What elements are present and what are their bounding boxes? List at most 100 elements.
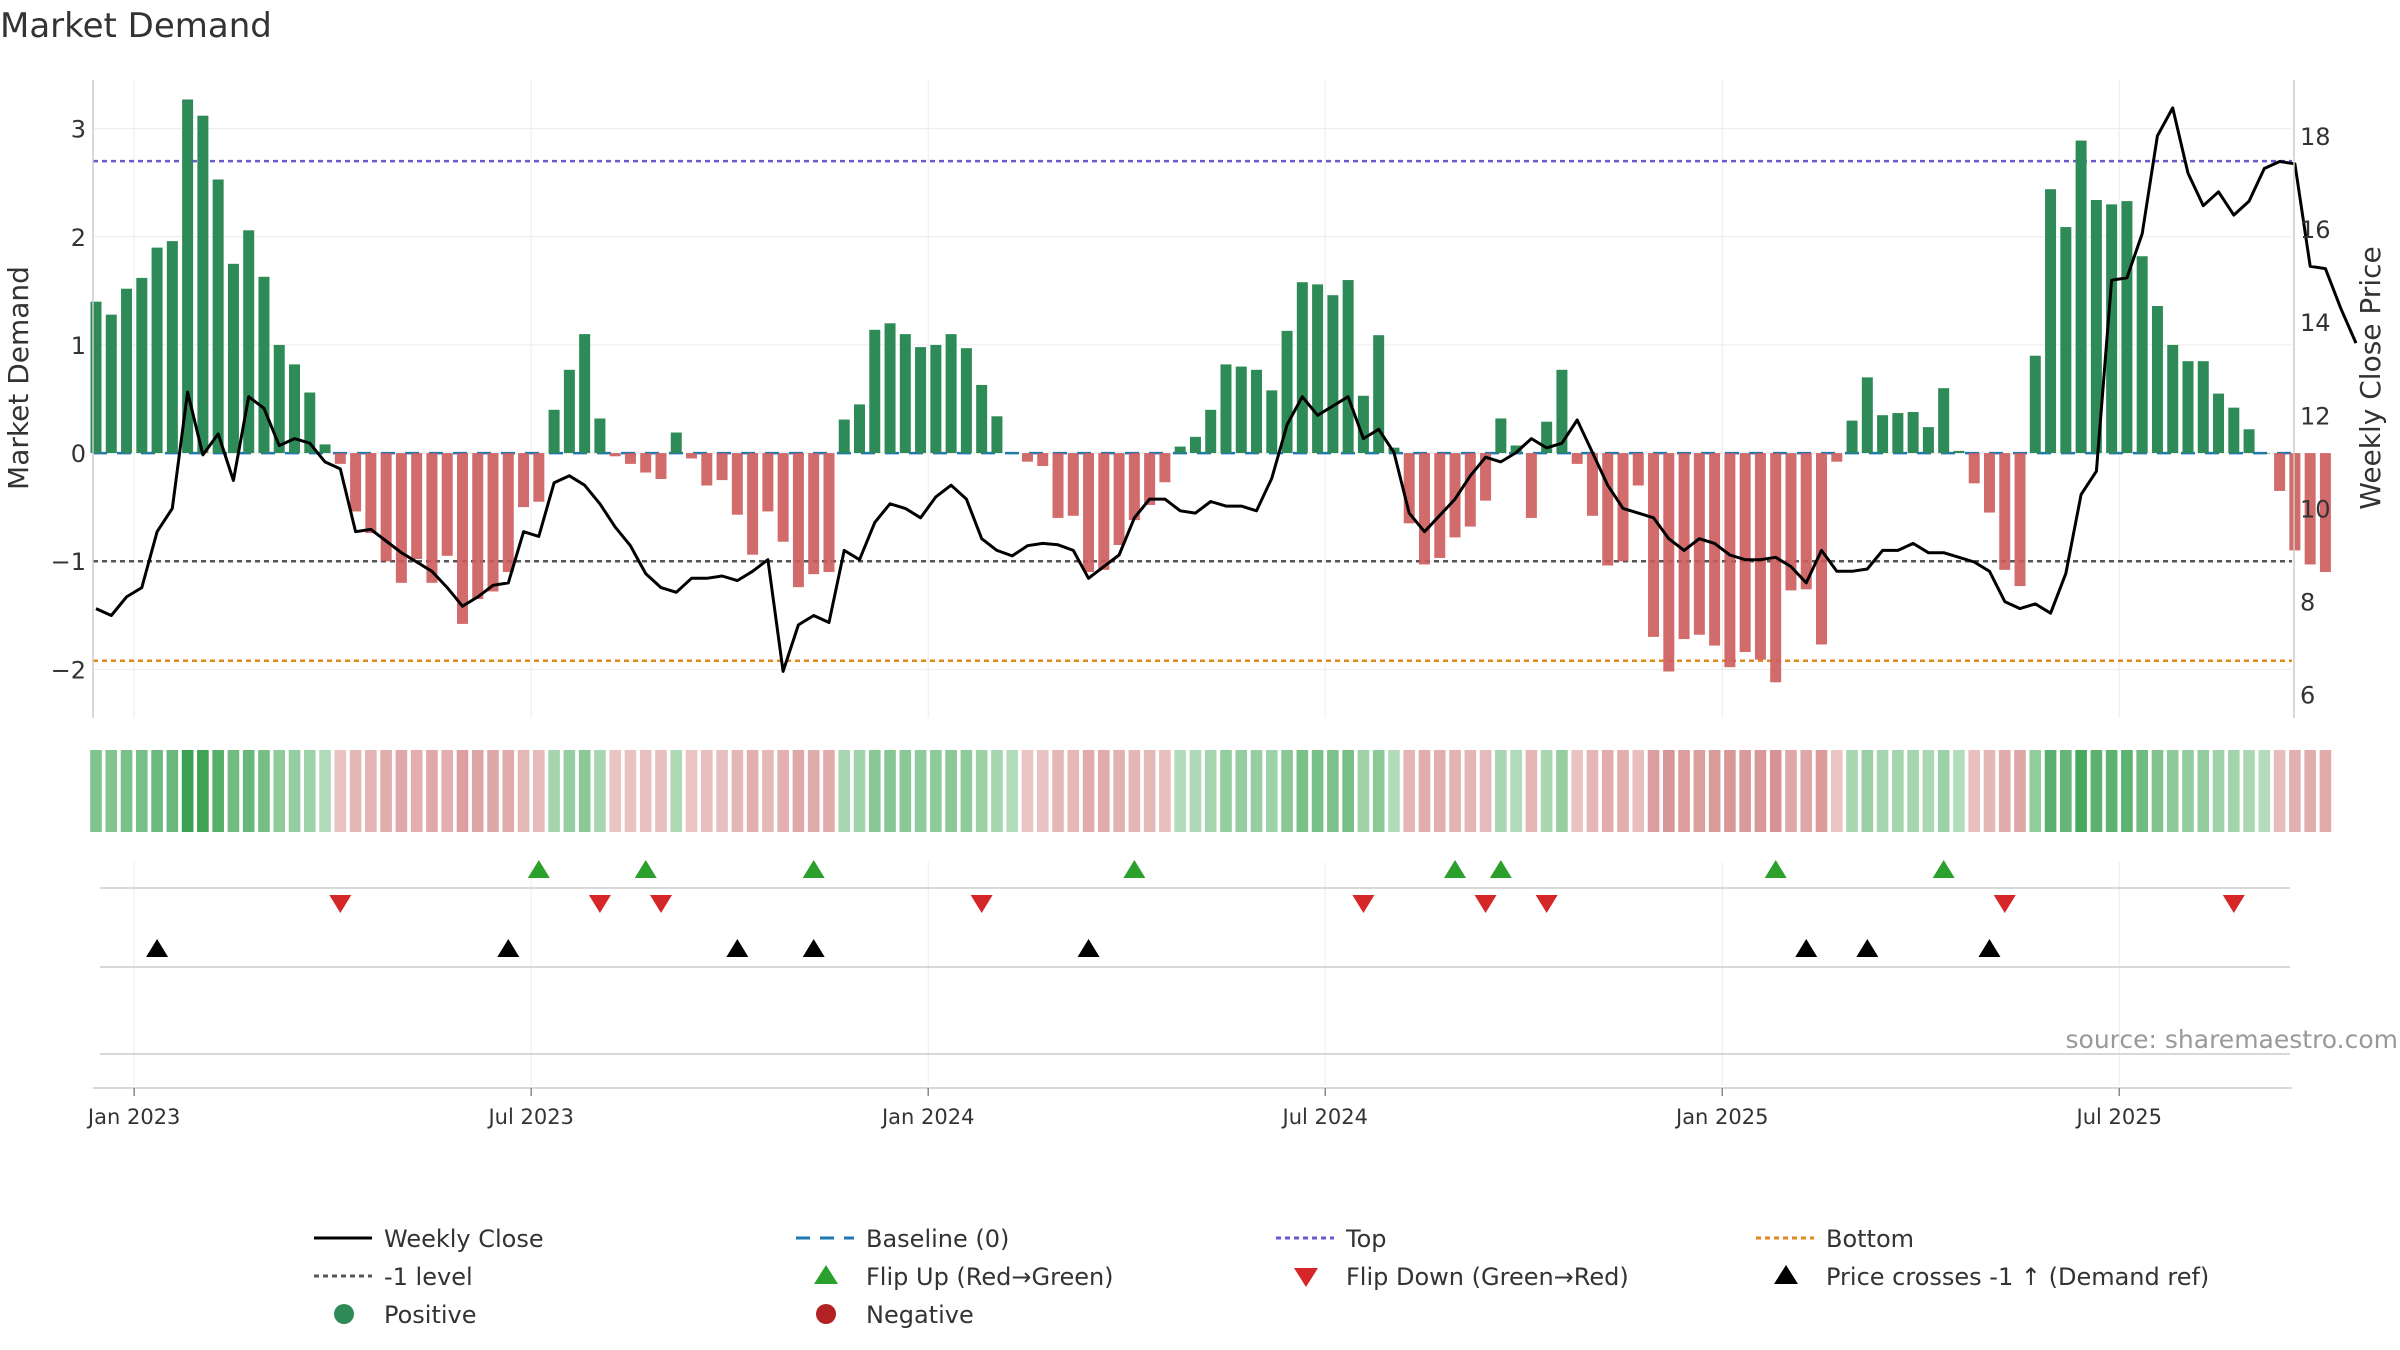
demand-bar	[319, 444, 331, 454]
demand-bar	[1800, 453, 1812, 590]
demand-bar	[197, 115, 209, 454]
flip-down-marker	[588, 895, 611, 913]
demand-bar	[472, 453, 484, 600]
demand-bar	[227, 263, 239, 454]
demand-bar	[1709, 453, 1721, 646]
demand-bar	[609, 453, 621, 457]
demand-bar	[105, 314, 117, 454]
demand-bar	[1693, 453, 1705, 635]
gridlines	[93, 80, 2292, 1085]
right-tick-label: 14	[2300, 309, 2331, 337]
demand-bar	[792, 453, 804, 588]
demand-bar	[1464, 453, 1476, 527]
demand-bar	[395, 453, 407, 583]
price-cross-marker	[146, 939, 169, 957]
flip-up-marker	[527, 860, 550, 878]
legend-label: Top	[1345, 1225, 1387, 1253]
strip-cell	[1830, 750, 1843, 832]
demand-bar	[2213, 393, 2225, 454]
strip-cell	[1617, 750, 1629, 832]
demand-bar	[1938, 388, 1950, 454]
demand-bar	[1648, 453, 1660, 637]
demand-bar	[1510, 445, 1522, 454]
demand-bar	[487, 453, 499, 592]
legend-swatch-triangle-up	[1774, 1265, 1798, 1284]
demand-bar	[1342, 280, 1354, 454]
strip-cell	[685, 750, 698, 832]
demand-bar	[90, 301, 102, 454]
demand-bar	[1144, 453, 1156, 505]
strip-cell	[533, 750, 545, 832]
strip-cell	[1006, 750, 1019, 832]
demand-bar	[273, 344, 285, 454]
demand-bar	[380, 453, 392, 562]
strip-cell	[624, 750, 637, 832]
demand-bar	[2090, 200, 2102, 454]
strip-cell	[2151, 750, 2164, 832]
strip-cell	[2182, 750, 2194, 832]
flip-up-marker	[1123, 860, 1146, 878]
strip-cell	[426, 750, 438, 832]
right-tick-label: 16	[2300, 216, 2331, 244]
strip-cell	[2289, 750, 2301, 832]
legend-swatch-circle	[816, 1304, 836, 1324]
demand-bar	[2167, 344, 2179, 454]
strip-cell	[1510, 750, 1522, 832]
strip-cell	[792, 750, 805, 832]
strip-cell	[1525, 750, 1538, 832]
strip-cell	[1052, 750, 1064, 832]
strip-cell	[151, 750, 163, 832]
legend-label: -1 level	[384, 1263, 473, 1291]
strip-cell	[1663, 750, 1675, 832]
strip-cell	[945, 750, 957, 832]
strip-cell	[609, 750, 621, 832]
strip-cell	[441, 750, 454, 832]
demand-bar	[1281, 330, 1293, 454]
demand-bar	[2289, 453, 2301, 551]
demand-bar	[1922, 427, 1934, 454]
demand-bar	[243, 230, 255, 454]
demand-bar	[182, 99, 194, 454]
legend-item: -1 level	[314, 1263, 473, 1291]
demand-bar	[411, 453, 423, 560]
strip-cell	[563, 750, 576, 832]
strip-cell	[1357, 750, 1370, 832]
strip-cell	[746, 750, 759, 832]
demand-bar	[1907, 411, 1919, 454]
demand-bar	[1983, 453, 1995, 513]
strip-cell	[731, 750, 744, 832]
strip-cell	[1693, 750, 1706, 832]
demand-bar	[166, 241, 178, 454]
strip-cell	[2243, 750, 2255, 832]
demand-bar	[1877, 415, 1889, 454]
demand-bar	[960, 348, 972, 454]
left-tick-label: −2	[51, 656, 86, 684]
demand-bar	[2228, 407, 2240, 454]
strip-cell	[1495, 750, 1507, 832]
demand-bar	[1067, 453, 1079, 516]
flip-down-marker	[1474, 895, 1497, 913]
flip-down-marker	[1535, 895, 1558, 913]
strip-cell	[1479, 750, 1492, 832]
strip-cell	[197, 750, 209, 832]
strip-cell	[2044, 750, 2057, 832]
demand-bar	[426, 453, 438, 583]
demand-bar	[1586, 453, 1598, 516]
signal-markers	[100, 860, 2290, 1055]
demand-bar	[1541, 421, 1553, 454]
flip-up-marker	[1764, 860, 1787, 878]
legend-swatch-triangle-up	[814, 1265, 838, 1284]
demand-bar	[1953, 450, 1965, 454]
strip-cell	[2304, 750, 2316, 832]
strip-cell	[639, 750, 652, 832]
flip-down-marker	[2222, 895, 2245, 913]
strip-cell	[1708, 750, 1721, 832]
legend-label: Flip Down (Green→Red)	[1346, 1263, 1629, 1291]
strip-cell	[1876, 750, 1889, 832]
demand-bar	[945, 334, 957, 454]
demand-bar	[1571, 453, 1583, 464]
strip-cell	[807, 750, 820, 832]
demand-bar	[1006, 453, 1018, 454]
legend-item: Positive	[334, 1301, 477, 1329]
legend-item: Weekly Close	[314, 1225, 544, 1253]
